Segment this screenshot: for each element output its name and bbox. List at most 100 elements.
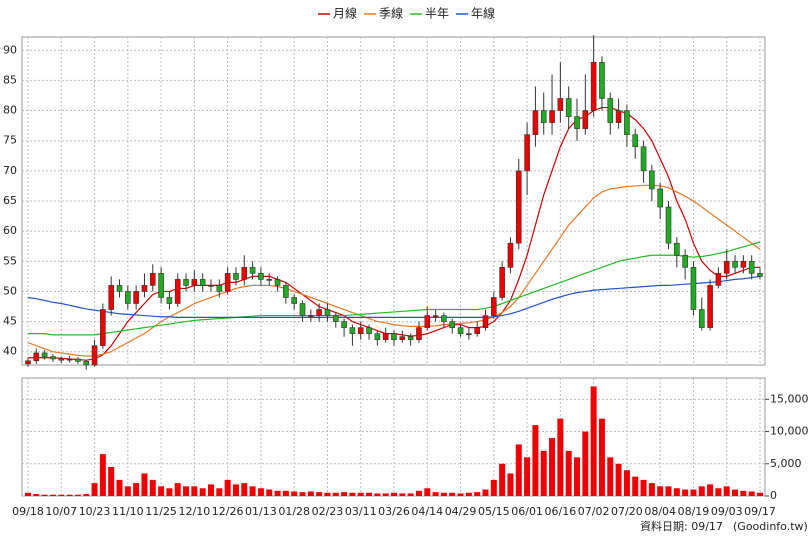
volume-bar: [499, 463, 506, 496]
y-tick-label: 40: [3, 345, 17, 358]
x-tick-label: 09/18: [12, 505, 44, 518]
ma-line: [27, 275, 761, 318]
x-tick-label: 10/07: [45, 505, 77, 518]
volume-bar: [249, 486, 256, 496]
candle-body: [125, 291, 131, 304]
x-tick-label: 08/04: [644, 505, 676, 518]
y-tick-label: 85: [3, 73, 17, 86]
volume-bar: [732, 489, 739, 496]
candle-body: [324, 309, 331, 316]
candle-body: [524, 134, 530, 172]
volume-bar: [640, 479, 647, 496]
ma-line: [27, 184, 761, 357]
candle-body: [108, 285, 114, 310]
candle-body: [499, 267, 505, 298]
volume-bar: [707, 484, 714, 496]
y-tick-label: 55: [3, 254, 17, 267]
candle-body: [549, 110, 555, 123]
volume-bar: [515, 444, 522, 496]
x-tick-label: 01/13: [245, 505, 277, 518]
y2-tick-label: 15,000: [770, 392, 808, 405]
volume-bar: [607, 457, 614, 496]
volume-bar: [507, 473, 514, 496]
volume-bar: [224, 479, 231, 496]
volume-bar: [440, 492, 447, 496]
candle-body: [590, 62, 597, 111]
volume-bar: [632, 476, 639, 496]
volume-bar: [432, 492, 439, 496]
x-tick-label: 10/23: [79, 505, 111, 518]
candle-body: [191, 279, 198, 286]
candle-body: [748, 260, 755, 274]
candle-body: [357, 327, 364, 334]
volume-bar: [391, 492, 397, 496]
volume-bar: [216, 488, 223, 496]
ma-line: [28, 241, 761, 336]
candle-body: [149, 273, 156, 286]
volume-bar: [341, 492, 348, 496]
candle-body: [532, 110, 539, 135]
volume-bar: [191, 486, 198, 496]
volume-bar: [399, 493, 406, 496]
candle-body: [515, 170, 522, 244]
x-tick-label: 06/01: [511, 505, 543, 518]
candle-body: [208, 285, 214, 287]
candle-body: [283, 285, 289, 298]
volume-bar: [690, 489, 697, 496]
volume-bar: [58, 494, 65, 496]
y-tick-label: 80: [3, 104, 17, 117]
candle-body: [565, 98, 572, 117]
candle-body: [241, 267, 248, 280]
volume-bar: [241, 483, 248, 496]
volume-bar: [648, 483, 655, 496]
footer-source: (Goodinfo.tw): [733, 520, 808, 533]
x-tick-label: 03/26: [378, 505, 410, 518]
volume-bar: [25, 492, 31, 496]
volume-bar: [174, 483, 181, 496]
candle-body: [740, 260, 747, 268]
candle-body: [374, 333, 381, 340]
candle-body: [757, 273, 763, 277]
x-tick-label: 11/10: [112, 505, 144, 518]
y2-tick-label: 10,000: [770, 425, 808, 438]
volume-bar: [349, 492, 356, 496]
x-tick-label: 06/16: [545, 505, 577, 518]
candle-body: [715, 273, 722, 286]
candle-body: [174, 279, 181, 304]
candle-body: [258, 273, 264, 280]
candle-body: [599, 62, 605, 99]
candle-body: [274, 279, 281, 286]
candle-body: [441, 315, 447, 322]
volume-bar: [665, 486, 672, 496]
volume-bar: [449, 492, 456, 496]
x-tick-label: 07/20: [611, 505, 643, 518]
candle-body: [624, 110, 630, 135]
legend-label: 季線: [379, 6, 403, 21]
x-tick-label: 04/29: [445, 505, 477, 518]
candle-body: [424, 315, 431, 328]
candle-body: [33, 352, 40, 362]
volume-bar: [557, 418, 564, 496]
candle-body: [224, 273, 231, 292]
volume-bar: [66, 494, 73, 496]
volume-bar: [424, 488, 431, 496]
volume-bar: [324, 492, 331, 496]
volume-bar: [266, 489, 273, 496]
candle-body: [382, 333, 389, 340]
candle-body: [391, 333, 397, 340]
volume-bar: [83, 494, 90, 496]
candle-body: [341, 321, 347, 328]
volume-bar: [108, 467, 115, 496]
x-tick-label: 03/11: [345, 505, 377, 518]
volume-bar: [316, 492, 323, 496]
candle-body: [657, 188, 663, 208]
volume-bar: [748, 491, 755, 496]
legend-label: 月線: [333, 6, 357, 21]
volume-bar: [99, 454, 106, 496]
volume-bar: [332, 492, 339, 496]
y-tick-label: 65: [3, 194, 17, 207]
candle-body: [308, 315, 314, 317]
candle-body: [665, 206, 672, 244]
volume-bar: [232, 484, 239, 496]
